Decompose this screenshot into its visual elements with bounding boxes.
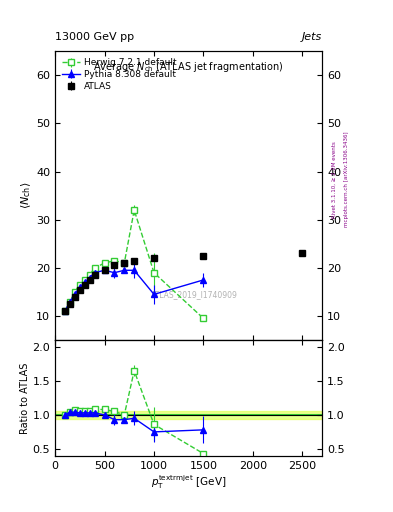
Text: Jets: Jets <box>302 32 322 42</box>
Text: 13000 GeV pp: 13000 GeV pp <box>55 32 134 42</box>
Text: ATLAS_2019_I1740909: ATLAS_2019_I1740909 <box>151 290 237 299</box>
Y-axis label: Ratio to ATLAS: Ratio to ATLAS <box>20 362 29 434</box>
Y-axis label: $\langle N_\mathrm{ch}\rangle$: $\langle N_\mathrm{ch}\rangle$ <box>20 182 33 209</box>
Legend: Herwig 7.2.1 default, Pythia 8.308 default, ATLAS: Herwig 7.2.1 default, Pythia 8.308 defau… <box>59 56 179 94</box>
Text: Average $N_\mathrm{ch}$ (ATLAS jet fragmentation): Average $N_\mathrm{ch}$ (ATLAS jet fragm… <box>94 60 284 74</box>
X-axis label: $p_\mathrm{T}^\mathrm{textrm{jet}}$ [GeV]: $p_\mathrm{T}^\mathrm{textrm{jet}}$ [GeV… <box>151 473 226 491</box>
Bar <box>55 411 322 419</box>
Text: mcplots.cern.ch [arXiv:1306.3436]: mcplots.cern.ch [arXiv:1306.3436] <box>344 132 349 227</box>
Text: Rivet 3.1.10, ≥ 2.2M events: Rivet 3.1.10, ≥ 2.2M events <box>332 141 337 218</box>
